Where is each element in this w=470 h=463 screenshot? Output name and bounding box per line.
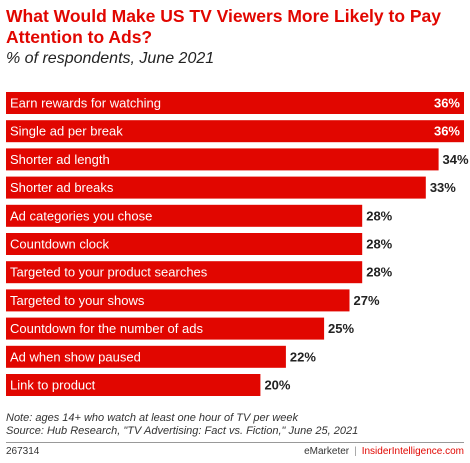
bar	[6, 261, 363, 284]
category-label: Earn rewards for watching	[10, 96, 161, 111]
value-label: 28%	[366, 237, 392, 252]
bar	[6, 120, 464, 143]
value-label: 36%	[434, 96, 460, 111]
bar	[6, 345, 286, 368]
category-label: Targeted to your product searches	[10, 265, 208, 280]
category-label: Targeted to your shows	[10, 293, 145, 308]
chart-title: What Would Make US TV Viewers More Likel…	[6, 6, 442, 47]
category-label: Countdown for the number of ads	[10, 321, 203, 336]
value-label: 34%	[443, 152, 469, 167]
bar-chart: Earn rewards for watching 36% Single ad pe…	[6, 92, 469, 396]
brand-separator: |	[354, 446, 357, 457]
bar	[6, 176, 426, 199]
value-label: 22%	[290, 349, 316, 364]
category-label: Countdown clock	[10, 237, 109, 252]
chart-subtitle: % of respondents, June 2021	[6, 50, 215, 67]
footer-brand: eMarketer | InsiderIntelligence.com	[304, 446, 464, 457]
bar	[6, 233, 363, 255]
brand-emarketer: eMarketer	[304, 446, 350, 457]
source-text: Source: Hub Research, "TV Advertising: F…	[6, 425, 359, 437]
value-label: 25%	[328, 321, 354, 336]
value-label: 28%	[366, 265, 392, 280]
bar	[6, 92, 464, 114]
chart-id: 267314	[6, 446, 40, 457]
bar	[6, 317, 325, 340]
value-label: 27%	[354, 293, 380, 308]
value-label: 36%	[434, 124, 460, 139]
bar	[6, 204, 363, 227]
brand-insider-intelligence: InsiderIntelligence.com	[361, 446, 464, 457]
bar	[6, 374, 261, 396]
value-label: 33%	[430, 180, 456, 195]
footer-divider	[6, 442, 464, 443]
value-label: 28%	[366, 208, 392, 223]
category-label: Shorter ad length	[10, 152, 110, 167]
category-label: Single ad per break	[10, 124, 123, 139]
category-label: Ad when show paused	[10, 349, 141, 364]
category-label: Shorter ad breaks	[10, 180, 114, 195]
chart-notes: Note: ages 14+ who watch at least one ho…	[6, 412, 358, 438]
bar	[6, 148, 439, 171]
value-label: 20%	[264, 378, 290, 393]
note-text: Note: ages 14+ who watch at least one ho…	[6, 412, 298, 424]
category-label: Link to product	[10, 378, 96, 393]
bar	[6, 289, 350, 312]
category-label: Ad categories you chose	[10, 208, 152, 223]
